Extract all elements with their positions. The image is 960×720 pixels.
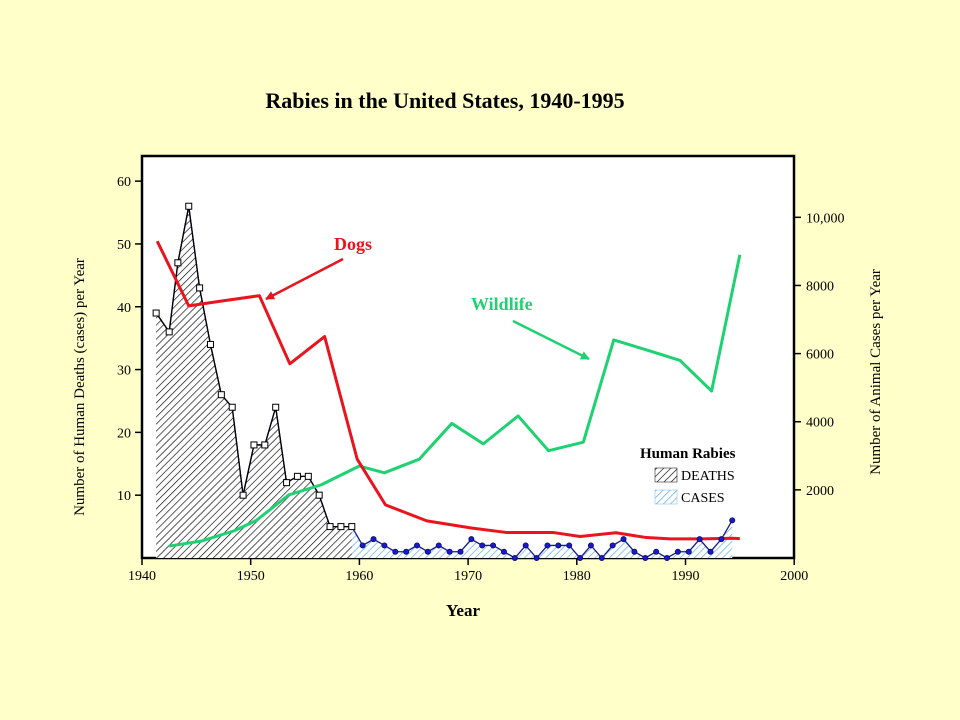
cases-point: [544, 542, 551, 549]
cases-point: [664, 555, 671, 562]
cases-point: [479, 542, 486, 549]
y-axis-left-label: Number of Human Deaths (cases) per Year: [72, 258, 88, 516]
cases-point: [631, 548, 638, 555]
x-tick-label: 1970: [454, 569, 482, 584]
cases-point: [653, 548, 660, 555]
cases-point: [468, 536, 475, 543]
cases-point: [500, 548, 507, 555]
deaths-point: [326, 523, 334, 531]
deaths-point: [261, 441, 269, 449]
y-axis-right-label: Number of Animal Cases per Year: [868, 269, 884, 475]
cases-point: [457, 548, 464, 555]
deaths-point: [174, 259, 182, 267]
dogs-annotation: Dogs: [334, 234, 372, 254]
cases-point: [414, 542, 421, 549]
wildlife-annotation: Wildlife: [471, 294, 533, 314]
deaths-point: [337, 523, 345, 531]
cases-point: [685, 548, 692, 555]
deaths-point: [304, 472, 312, 480]
cases-point: [642, 555, 649, 562]
cases-point: [707, 548, 714, 555]
legend-label-deaths: DEATHS: [681, 469, 735, 484]
deaths-point: [250, 441, 258, 449]
cases-point: [446, 548, 453, 555]
x-tick-label: 1960: [345, 569, 373, 584]
cases-point: [587, 542, 594, 549]
cases-point: [424, 548, 431, 555]
deaths-point: [165, 328, 173, 336]
dogs-line: [155, 240, 740, 541]
legend: Human Rabies DEATHS CASES: [640, 446, 736, 506]
deaths-point: [315, 491, 323, 499]
cases-point: [533, 555, 540, 562]
deaths-area: [156, 206, 352, 558]
cases-point: [392, 548, 399, 555]
y-left-tick-label: 40: [117, 301, 131, 316]
cases-point: [566, 542, 573, 549]
y-right-tick-label: 10,000: [806, 211, 845, 226]
cases-point: [555, 542, 562, 549]
cases-point: [381, 542, 388, 549]
y-left-tick-label: 30: [117, 364, 131, 379]
x-tick-label: 1980: [563, 569, 591, 584]
cases-point: [435, 542, 442, 549]
deaths-point: [293, 472, 301, 480]
deaths-point: [152, 309, 160, 317]
cases-point: [696, 536, 703, 543]
deaths-point: [272, 403, 280, 411]
y-left-tick-label: 50: [117, 238, 131, 253]
cases-point: [359, 542, 366, 549]
deaths-point: [206, 340, 214, 348]
deaths-point: [239, 491, 247, 499]
cases-point: [490, 542, 497, 549]
cases-point: [577, 555, 584, 562]
cases-point: [598, 555, 605, 562]
dogs-arrow: [265, 257, 344, 301]
deaths-point: [185, 202, 193, 210]
y-right-tick-label: 8000: [806, 279, 834, 294]
cases-point: [718, 536, 725, 543]
cases-point: [729, 517, 736, 524]
x-tick-label: 1990: [672, 569, 700, 584]
deaths-point: [348, 523, 356, 531]
cases-point: [511, 555, 518, 562]
cases-point: [609, 542, 616, 549]
y-right-tick-label: 2000: [806, 484, 834, 499]
x-tick-label: 1950: [237, 569, 265, 584]
y-left-tick-label: 10: [117, 489, 131, 504]
legend-label-cases: CASES: [681, 491, 725, 506]
x-tick-label: 2000: [780, 569, 808, 584]
deaths-point: [228, 403, 236, 411]
cases-point: [674, 548, 681, 555]
deaths-point: [217, 391, 225, 399]
y-right-tick-label: 4000: [806, 416, 834, 431]
legend-swatch-cases: [654, 489, 678, 505]
legend-swatch-deaths: [654, 467, 678, 483]
x-axis-label: Year: [446, 601, 480, 620]
cases-point: [522, 542, 529, 549]
cases-point: [370, 536, 377, 543]
x-tick-label: 1940: [128, 569, 156, 584]
wildlife-arrow: [512, 319, 590, 361]
y-right-tick-label: 6000: [806, 348, 834, 363]
wildlife-line: [168, 254, 742, 548]
legend-title: Human Rabies: [640, 446, 736, 462]
deaths-point: [283, 479, 291, 487]
deaths-point: [196, 284, 204, 292]
y-left-tick-label: 60: [117, 175, 131, 190]
cases-point: [403, 548, 410, 555]
cases-point: [620, 536, 627, 543]
y-left-tick-label: 20: [117, 426, 131, 441]
chart-title: Rabies in the United States, 1940-1995: [265, 88, 624, 113]
